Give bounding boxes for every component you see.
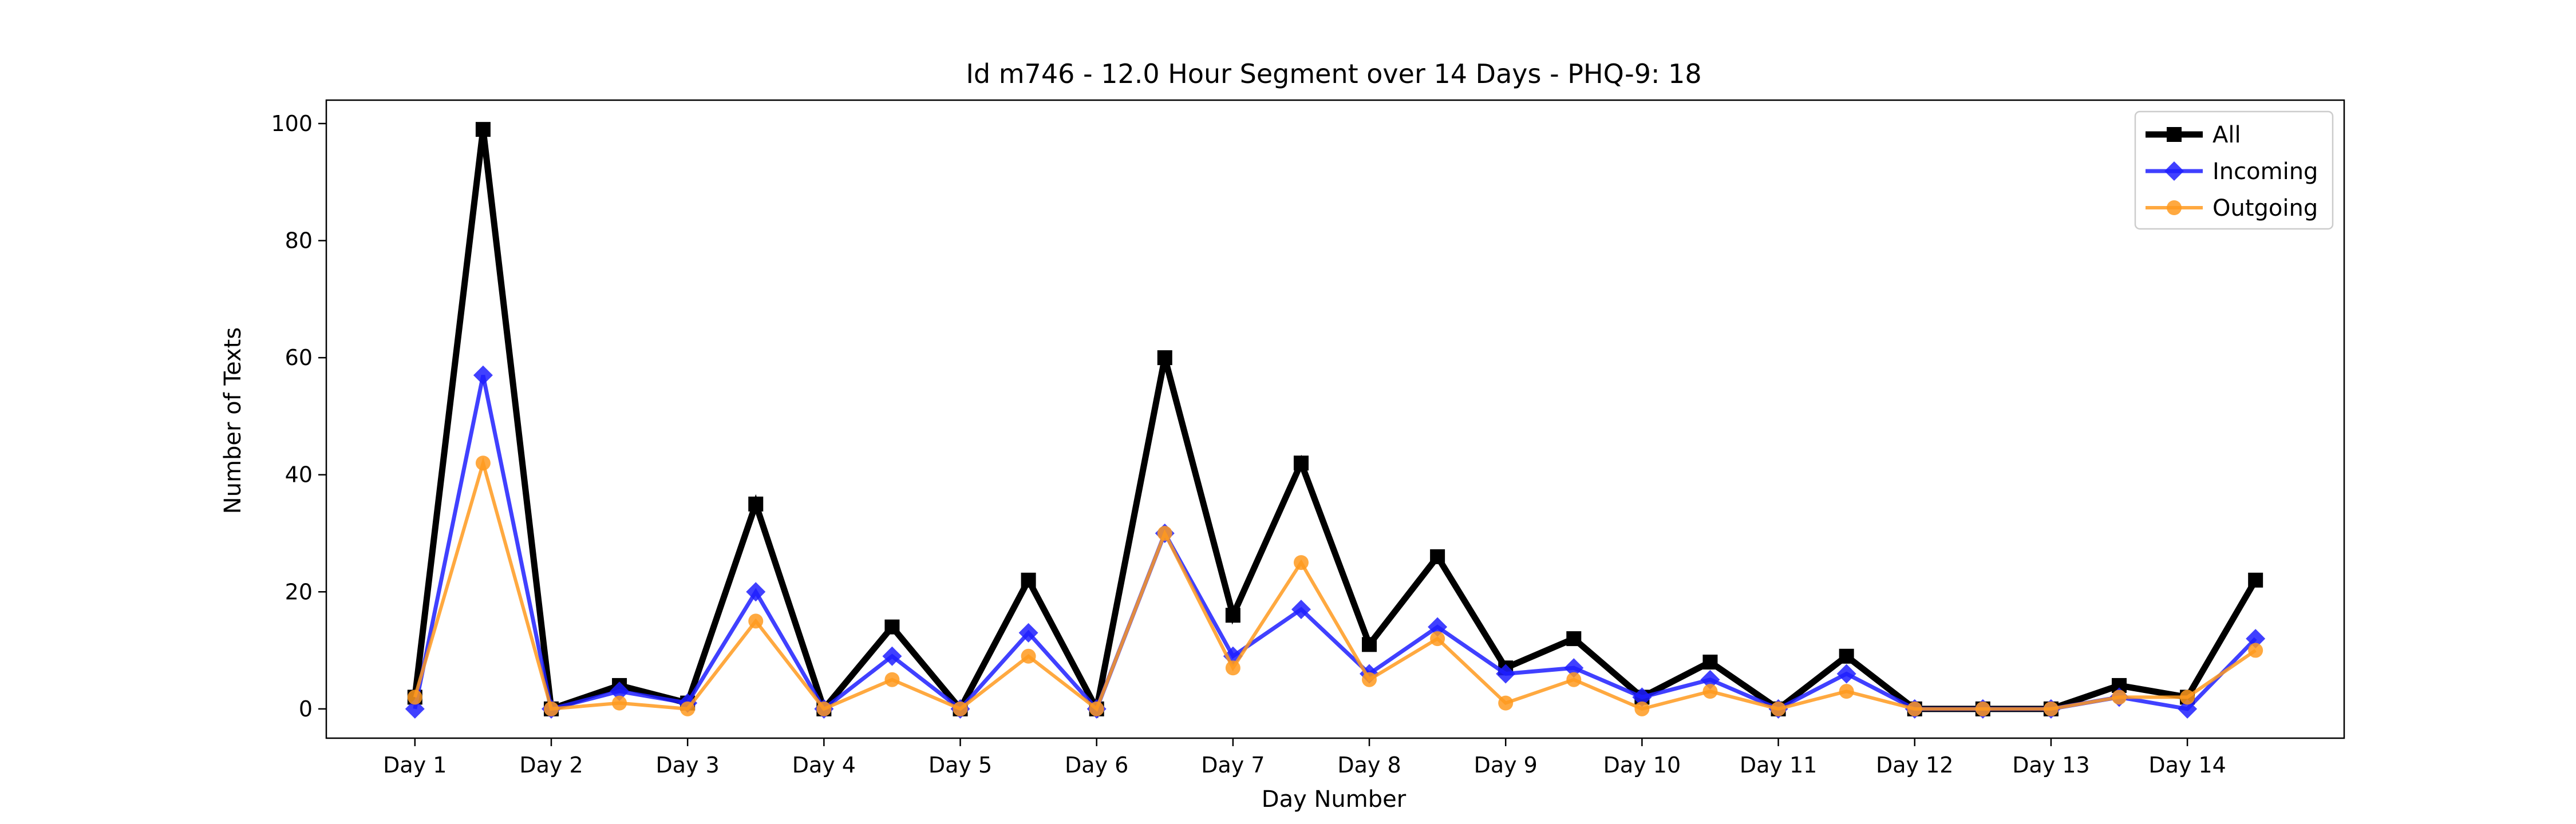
data-point-outgoing xyxy=(953,701,968,716)
data-point-all xyxy=(1225,608,1240,623)
data-point-incoming xyxy=(746,582,766,602)
data-point-incoming xyxy=(1632,687,1652,707)
data-point-outgoing xyxy=(1362,672,1377,687)
data-point-incoming xyxy=(610,682,630,702)
y-tick-label: 100 xyxy=(271,111,313,136)
plot-frame xyxy=(325,99,2345,739)
data-point-all xyxy=(1362,637,1377,652)
x-tick-label: Day 10 xyxy=(1603,752,1681,778)
data-point-outgoing xyxy=(1702,684,1718,699)
legend-label-all: All xyxy=(2212,122,2241,148)
legend-marker-outgoing xyxy=(2167,200,2182,215)
data-point-incoming xyxy=(1564,658,1584,678)
legend-marker-incoming xyxy=(2164,161,2184,181)
data-point-incoming xyxy=(1428,617,1448,637)
x-tick-label: Day 12 xyxy=(1876,752,1953,778)
data-point-all xyxy=(748,496,764,512)
series-line-outgoing xyxy=(413,457,2257,712)
data-point-outgoing xyxy=(1566,672,1582,687)
x-axis-label: Day Number xyxy=(1262,786,1406,813)
legend-marker-all xyxy=(2167,127,2182,142)
data-point-outgoing xyxy=(1089,701,1104,716)
data-point-all xyxy=(1702,655,1718,670)
chart-title: Id m746 - 12.0 Hour Segment over 14 Days… xyxy=(966,58,1701,89)
data-point-all xyxy=(1839,648,1854,664)
data-point-outgoing xyxy=(1839,684,1854,699)
data-point-outgoing xyxy=(2180,690,2195,705)
x-tick-label: Day 14 xyxy=(2148,752,2226,778)
x-tick-label: Day 6 xyxy=(1065,752,1128,778)
data-point-incoming xyxy=(1700,670,1720,690)
data-point-all xyxy=(475,122,491,137)
y-axis-label: Number of Texts xyxy=(220,327,246,514)
data-point-incoming xyxy=(1291,599,1311,619)
x-tick-label: Day 5 xyxy=(929,752,992,778)
data-point-outgoing xyxy=(1293,555,1309,571)
legend-label-incoming: Incoming xyxy=(2212,159,2318,185)
data-point-outgoing xyxy=(680,701,696,716)
x-tick-label: Day 4 xyxy=(792,752,856,778)
x-tick-label: Day 7 xyxy=(1201,752,1265,778)
x-tick-label: Day 3 xyxy=(656,752,720,778)
y-tick-label: 80 xyxy=(285,228,313,253)
data-point-all xyxy=(1430,549,1445,564)
data-point-outgoing xyxy=(407,690,422,705)
data-point-all xyxy=(1293,455,1309,471)
legend-label-outgoing: Outgoing xyxy=(2212,195,2318,221)
x-tick-label: Day 8 xyxy=(1337,752,1401,778)
y-tick-label: 20 xyxy=(285,579,313,604)
data-point-outgoing xyxy=(1157,525,1172,541)
data-point-outgoing xyxy=(2248,643,2263,658)
plot-area: 0 20 40 60 80 100 Day 1 Day 2 Day 3 Day 4 Day 5 Day… xyxy=(271,99,2345,778)
x-tick-label: Day 2 xyxy=(519,752,583,778)
data-point-outgoing xyxy=(612,695,627,711)
data-point-outgoing xyxy=(2043,701,2059,716)
data-point-outgoing xyxy=(1021,648,1036,664)
data-point-incoming xyxy=(2246,629,2266,649)
data-point-outgoing xyxy=(816,701,832,716)
legend: All Incoming Outgoing xyxy=(2134,110,2334,230)
x-tick-label: Day 13 xyxy=(2012,752,2089,778)
y-tick-label: 0 xyxy=(299,696,313,722)
data-point-all xyxy=(884,619,900,635)
data-point-incoming xyxy=(1836,664,1856,684)
y-tick-label: 40 xyxy=(285,462,313,488)
data-point-outgoing xyxy=(1430,631,1445,647)
data-point-outgoing xyxy=(2112,690,2127,705)
data-point-outgoing xyxy=(884,672,900,687)
data-point-incoming xyxy=(2178,699,2198,719)
data-point-incoming xyxy=(473,365,493,385)
data-point-incoming xyxy=(1018,623,1038,643)
data-point-all xyxy=(1566,631,1582,647)
data-point-all xyxy=(2248,572,2263,588)
data-point-outgoing xyxy=(1975,701,1990,716)
data-point-incoming xyxy=(882,646,902,666)
data-point-outgoing xyxy=(543,701,559,716)
legend-frame xyxy=(2134,110,2334,230)
data-point-outgoing xyxy=(475,455,491,471)
data-point-outgoing xyxy=(1907,701,1922,716)
x-tick-label: Day 11 xyxy=(1740,752,1817,778)
data-point-outgoing xyxy=(1771,701,1786,716)
data-point-incoming xyxy=(405,699,425,719)
x-tick-label: Day 9 xyxy=(1474,752,1538,778)
data-point-outgoing xyxy=(1225,660,1240,676)
data-point-outgoing xyxy=(1634,701,1650,716)
data-point-incoming xyxy=(1496,664,1516,684)
data-point-outgoing xyxy=(748,613,764,629)
data-point-all xyxy=(1157,350,1172,366)
data-point-all xyxy=(1021,572,1036,588)
x-tick-label: Day 1 xyxy=(383,752,447,778)
y-tick-label: 60 xyxy=(285,345,313,370)
data-point-outgoing xyxy=(1498,695,1514,711)
